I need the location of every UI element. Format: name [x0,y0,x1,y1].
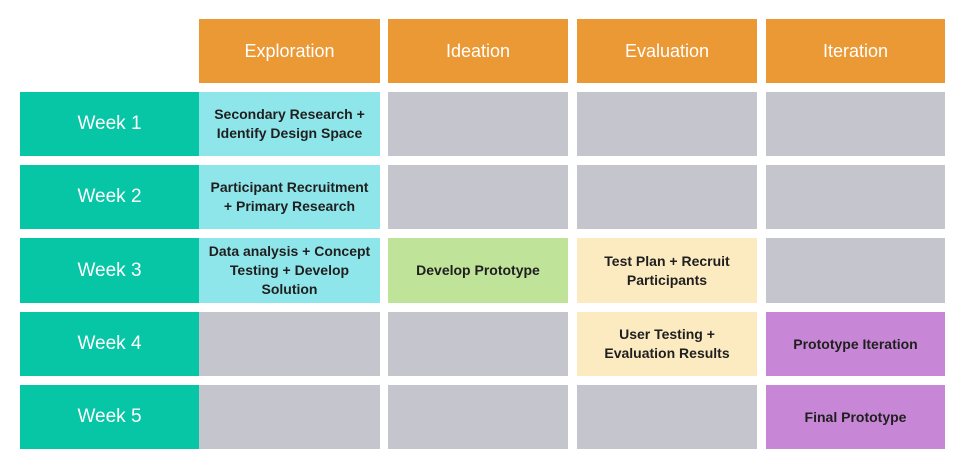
empty-cell-ideation-week5 [388,385,568,449]
task-ideation-week3: Develop Prototype [388,238,568,303]
task-evaluation-week4: User Testing + Evaluation Results [577,312,757,376]
empty-cell-evaluation-week5 [577,385,757,449]
week-label-2: Week 2 [20,165,199,229]
empty-cell-exploration-week4 [199,312,380,376]
empty-cell-iteration-week1 [766,92,945,156]
task-iteration-week5: Final Prototype [766,385,945,449]
empty-cell-iteration-week2 [766,165,945,229]
week-label-1: Week 1 [20,92,199,156]
phase-header-evaluation: Evaluation [577,19,757,83]
phase-header-exploration: Exploration [199,19,380,83]
task-exploration-week3: Data analysis + Concept Testing + Develo… [199,238,380,303]
phase-header-iteration: Iteration [766,19,945,83]
phase-header-ideation: Ideation [388,19,568,83]
task-evaluation-week3: Test Plan + Recruit Participants [577,238,757,303]
task-exploration-week1: Secondary Research + Identify Design Spa… [199,92,380,156]
task-iteration-week4: Prototype Iteration [766,312,945,376]
empty-cell-evaluation-week2 [577,165,757,229]
week-label-4: Week 4 [20,312,199,376]
week-label-5: Week 5 [20,385,199,449]
empty-cell-iteration-week3 [766,238,945,303]
week-label-3: Week 3 [20,238,199,303]
empty-cell-ideation-week2 [388,165,568,229]
empty-cell-evaluation-week1 [577,92,757,156]
empty-cell-exploration-week5 [199,385,380,449]
task-exploration-week2: Participant Recruitment + Primary Resear… [199,165,380,229]
empty-cell-ideation-week4 [388,312,568,376]
empty-cell-ideation-week1 [388,92,568,156]
